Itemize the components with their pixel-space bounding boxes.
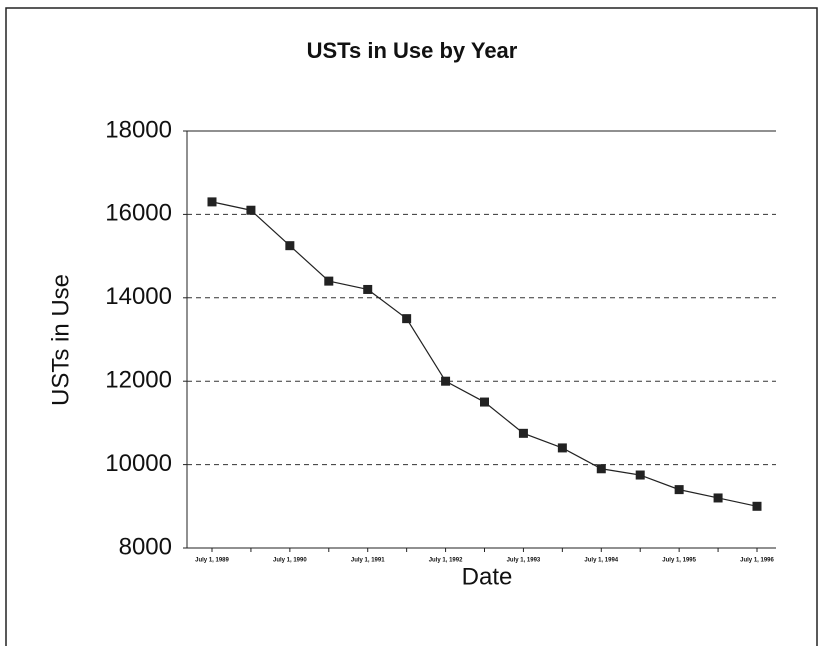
marker [596,464,606,474]
y-axis-label: USTs in Use [47,274,74,406]
marker [246,205,256,215]
y-tick-label: 8000 [119,533,172,560]
y-tick-label: 16000 [105,200,172,227]
y-tick-label: 10000 [105,450,172,477]
x-tick-label: July 1, 1994 [584,558,618,564]
marker [363,284,373,294]
marker [480,397,489,407]
x-tick-label: July 1, 1989 [195,558,229,564]
marker [441,376,451,386]
marker [674,485,684,495]
marker [557,443,567,453]
y-tick-label: 12000 [105,367,172,394]
x-tick-label: July 1, 1993 [507,558,541,564]
marker [285,241,295,251]
y-tick-label: 14000 [105,283,172,310]
x-tick-label: July 1, 1995 [662,558,696,564]
marker [402,314,412,324]
marker [324,276,334,286]
marker [752,501,762,511]
x-tick-label: July 1, 1996 [740,558,774,564]
marker [207,197,217,207]
x-axis-label: Date [462,563,513,590]
marker [713,493,723,503]
y-tick-label: 18000 [105,116,172,143]
x-tick-label: July 1, 1992 [429,558,463,564]
chart-title: USTs in Use by Year [307,38,518,63]
marker [635,470,645,480]
x-tick-label: July 1, 1990 [273,558,307,564]
marker [518,428,528,438]
x-tick-label: July 1, 1991 [351,558,385,564]
frame [5,7,818,646]
